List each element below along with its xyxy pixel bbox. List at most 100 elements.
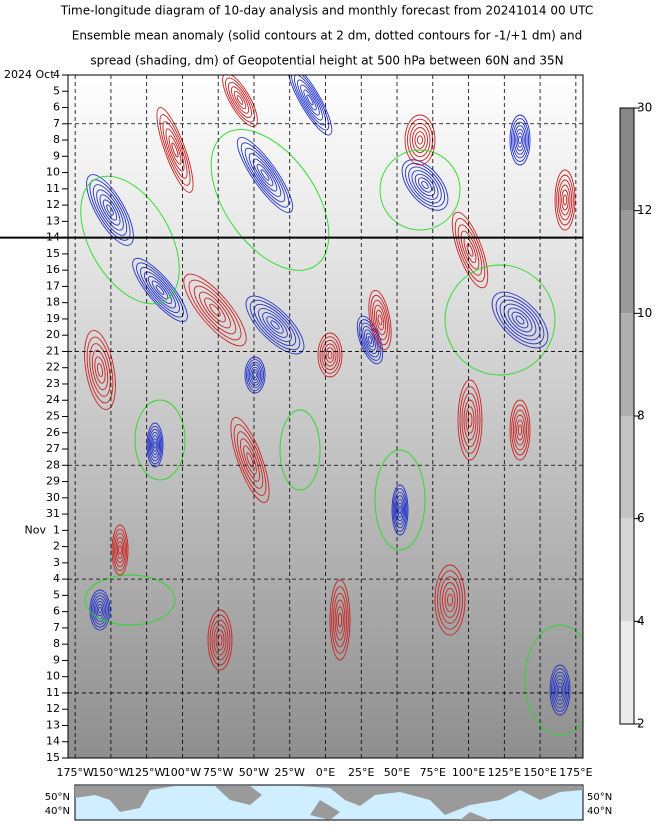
contour: [262, 312, 288, 338]
contour: [246, 452, 254, 468]
contour: [319, 336, 341, 374]
contour: [401, 159, 449, 211]
y-tick-label: 11: [46, 686, 60, 699]
contour: [556, 682, 564, 698]
contour: [96, 189, 124, 231]
contour: [207, 609, 233, 671]
x-tick-label: 100°E: [452, 766, 485, 779]
y-tick-label: 8: [53, 133, 60, 146]
contour: [392, 488, 408, 532]
contour: [373, 304, 387, 336]
contour: [510, 118, 530, 162]
y-tick-label: Nov 1: [25, 523, 60, 536]
contour: [91, 349, 109, 391]
contour: [334, 599, 346, 641]
contour: [230, 86, 250, 114]
contour: [509, 114, 531, 166]
map-lat-label: 50°N: [45, 792, 70, 803]
contour: [155, 285, 165, 295]
contour: [230, 417, 270, 503]
y-tick-label: 28: [46, 458, 60, 471]
y-tick-label: 9: [53, 653, 60, 666]
y-tick-label: 27: [46, 442, 60, 455]
contour: [557, 179, 573, 221]
colorbar-segment: [620, 210, 634, 314]
y-tick-label: 17: [46, 279, 60, 292]
y-tick-label: 25: [46, 410, 60, 423]
contour: [553, 675, 567, 705]
contour: [517, 424, 523, 436]
y-tick-label: 11: [46, 182, 60, 195]
contour: [270, 320, 280, 330]
colorbar-label: 4: [637, 614, 645, 628]
contour: [414, 131, 426, 149]
contour: [165, 128, 185, 172]
y-tick-label: 15: [46, 751, 60, 764]
contour: [379, 149, 461, 231]
contour: [209, 614, 231, 666]
contour: [106, 204, 114, 216]
y-tick-label: 20: [46, 328, 60, 341]
contour: [287, 75, 333, 136]
contour: [240, 438, 260, 482]
contour: [140, 266, 180, 314]
contour: [84, 574, 176, 626]
contour: [260, 169, 270, 181]
contour: [552, 671, 568, 709]
map-land: [300, 786, 583, 815]
contour: [215, 629, 225, 651]
contour: [98, 606, 102, 614]
colorbar-label: 6: [637, 511, 645, 525]
contour: [245, 295, 305, 355]
y-tick-label: 4: [53, 572, 60, 585]
contour: [90, 592, 110, 628]
y-tick-label: 4: [53, 68, 60, 81]
contour: [102, 199, 118, 221]
contour: [253, 371, 257, 379]
contour: [156, 107, 194, 193]
contour: [217, 634, 223, 646]
colorbar-label: 10: [637, 306, 652, 320]
contour: [80, 175, 180, 305]
contour: [512, 409, 528, 451]
contour: [442, 582, 458, 618]
y-tick-label: 14: [46, 735, 60, 748]
contour: [513, 125, 527, 155]
map-lat-label: 40°N: [587, 806, 612, 817]
contour: [146, 422, 164, 468]
contour: [459, 386, 481, 454]
contour: [240, 142, 290, 208]
contour: [317, 332, 343, 378]
y-tick-label: 24: [46, 393, 60, 406]
y-tick-label: 30: [46, 491, 60, 504]
contour: [365, 332, 375, 348]
contour: [367, 336, 373, 344]
contour: [225, 77, 255, 123]
contour: [561, 189, 569, 211]
y-tick-label: 29: [46, 475, 60, 488]
colorbar-label: 8: [637, 409, 645, 423]
contour: [421, 180, 429, 190]
colorbar-label: 2: [637, 717, 645, 731]
contour: [244, 356, 266, 394]
contour: [516, 419, 524, 441]
contour: [514, 414, 526, 446]
contour: [84, 330, 116, 410]
y-tick-label: 8: [53, 637, 60, 650]
y-tick-label: 7: [53, 117, 60, 130]
colorbar-frame: [619, 107, 635, 725]
contour: [466, 243, 474, 257]
x-tick-label: 25°W: [275, 766, 305, 779]
y-tick-label: 18: [46, 296, 60, 309]
contour: [457, 379, 483, 461]
contour: [86, 336, 114, 404]
contour: [162, 121, 188, 179]
contour: [465, 406, 475, 434]
y-tick-label: 10: [46, 670, 60, 683]
contour: [467, 412, 473, 428]
y-tick-label: 5: [53, 588, 60, 601]
x-tick-label: 175°E: [559, 766, 592, 779]
contour: [558, 685, 562, 695]
contour: [368, 289, 392, 351]
